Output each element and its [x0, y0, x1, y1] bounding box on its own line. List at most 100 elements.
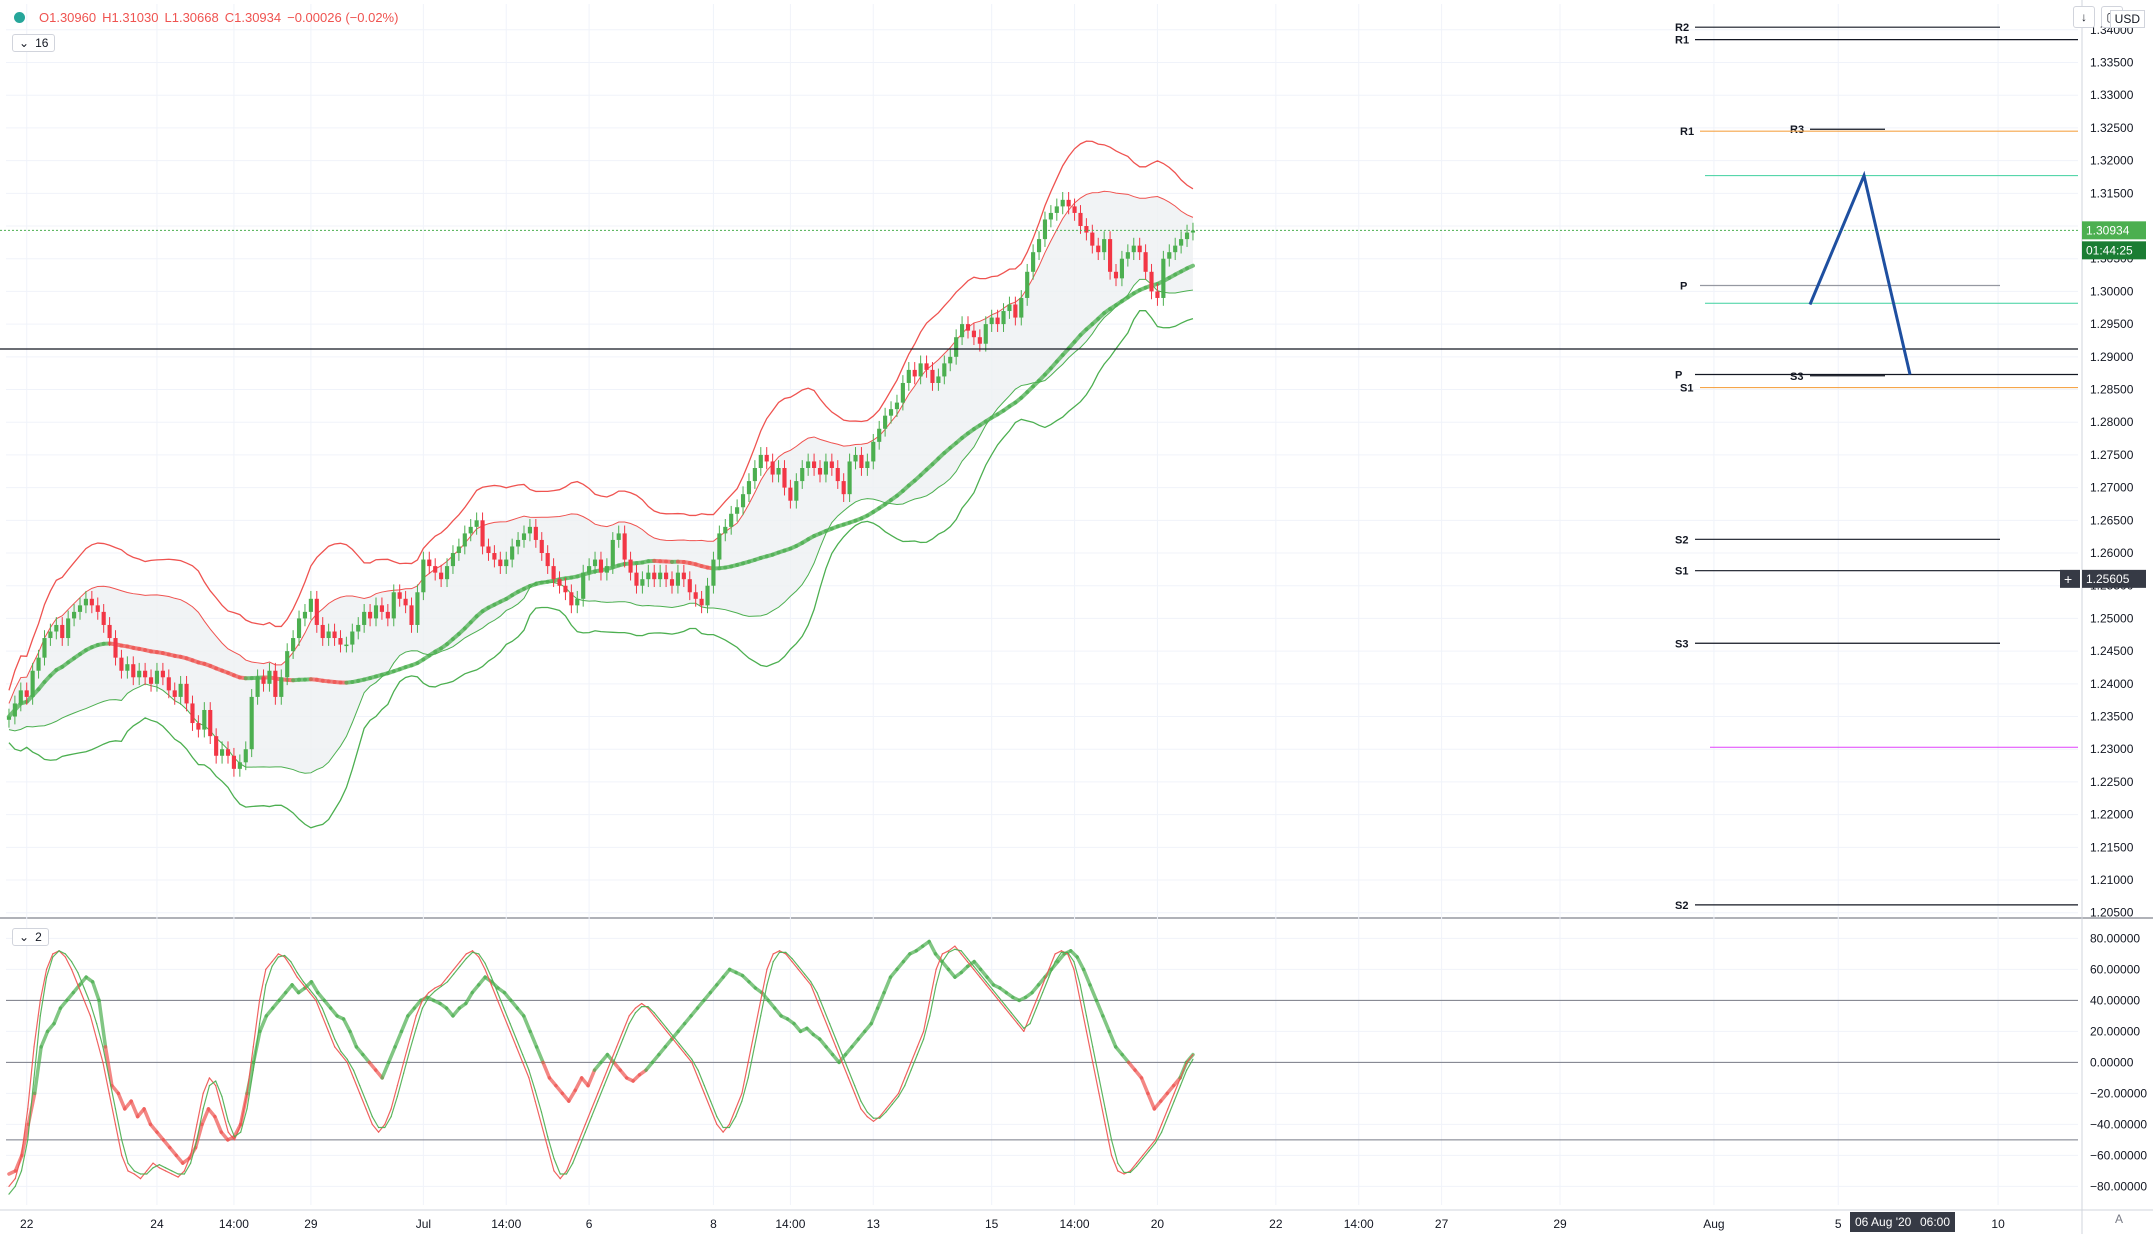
candle-body — [552, 566, 556, 579]
candle-body — [605, 566, 609, 573]
main-pane-indicator-count: 16 — [35, 36, 48, 50]
candle-body — [936, 376, 940, 383]
price-tick-label: 1.20500 — [2090, 906, 2134, 920]
candle-body — [72, 612, 76, 619]
candle-body — [60, 625, 64, 638]
candle-body — [386, 612, 390, 619]
candle-body — [1007, 304, 1011, 311]
candle-body — [948, 357, 952, 364]
candle-body — [332, 632, 336, 639]
candle-body — [202, 710, 206, 730]
candle-body — [924, 363, 928, 370]
chevron-down-icon: ⌄ — [19, 930, 29, 944]
candle-body — [208, 710, 212, 736]
price-tick-label: 1.24000 — [2090, 677, 2134, 691]
candle-body — [1049, 213, 1053, 220]
time-tick-label: 8 — [710, 1217, 717, 1231]
candle-body — [113, 638, 117, 658]
change-value: −0.00026 (−0.02%) — [287, 10, 398, 25]
candle-body — [1167, 252, 1171, 259]
price-tick-label: 1.31500 — [2090, 186, 2134, 200]
osc-tick-label: −60.00000 — [2090, 1148, 2147, 1162]
candle-body — [907, 370, 911, 383]
candle-body — [1084, 226, 1088, 233]
candle-body — [238, 762, 242, 769]
candle-body — [830, 461, 834, 468]
price-tick-label: 1.21500 — [2090, 840, 2134, 854]
time-tick-label: Aug — [1703, 1217, 1724, 1231]
time-tick-label: 24 — [150, 1217, 164, 1231]
ohlc-legend: O1.30960 H1.31030 L1.30668 C1.30934 −0.0… — [14, 10, 398, 25]
candle-body — [380, 605, 384, 612]
price-tick-label: 1.25000 — [2090, 611, 2134, 625]
candle-body — [338, 638, 342, 645]
candle-body — [623, 533, 627, 559]
time-tick-label: 14:00 — [1344, 1217, 1374, 1231]
candle-body — [125, 664, 129, 671]
candle-body — [19, 690, 23, 703]
pivot-level-label: S1 — [1680, 383, 1693, 395]
candle-body — [285, 651, 289, 677]
osc-tick-label: 80.00000 — [2090, 931, 2140, 945]
candle-body — [1108, 239, 1112, 272]
candle-body — [670, 579, 674, 586]
candle-body — [848, 461, 852, 494]
candle-body — [1173, 246, 1177, 253]
candle-body — [972, 331, 976, 338]
candle-body — [930, 370, 934, 383]
candle-body — [480, 520, 484, 546]
candle-body — [1132, 246, 1136, 253]
candle-body — [812, 461, 816, 468]
candle-body — [628, 560, 632, 573]
candle-body — [664, 573, 668, 580]
pivot-level-label: R1 — [1680, 126, 1694, 138]
candle-body — [954, 337, 958, 357]
candle-body — [682, 573, 686, 580]
osc-tick-label: −40.00000 — [2090, 1117, 2147, 1131]
candle-body — [368, 612, 372, 619]
crosshair-hour-label: 06:00 — [1920, 1215, 1950, 1229]
pivot-level-label: R2 — [1675, 22, 1689, 34]
candle-body — [137, 671, 141, 678]
candle-body — [404, 599, 408, 606]
time-tick-label: 14:00 — [491, 1217, 521, 1231]
close-value: C1.30934 — [225, 10, 281, 25]
candle-body — [315, 599, 319, 625]
candle-body — [557, 579, 561, 586]
candle-body — [66, 618, 70, 638]
candle-body — [729, 514, 733, 527]
candle-body — [611, 540, 615, 566]
currency-label[interactable]: USD — [2110, 10, 2145, 28]
candle-body — [279, 677, 283, 697]
candle-body — [794, 481, 798, 501]
candle-body — [913, 370, 917, 377]
auto-scale-button[interactable]: A — [2115, 1212, 2123, 1226]
last-price-label: 1.30934 — [2086, 223, 2130, 237]
candle-body — [1061, 200, 1065, 207]
scroll-down-arrow-icon[interactable]: ↓ — [2073, 6, 2095, 28]
candle-body — [782, 468, 786, 488]
price-tick-label: 1.27500 — [2090, 448, 2134, 462]
time-tick-label: 29 — [1553, 1217, 1567, 1231]
price-tick-label: 1.29500 — [2090, 317, 2134, 331]
time-tick-label: 5 — [1835, 1217, 1842, 1231]
crosshair-plus-glyph: + — [2064, 571, 2072, 587]
candle-body — [765, 455, 769, 462]
main-pane-collapse-button[interactable]: ⌄16 — [12, 34, 55, 52]
candle-body — [42, 638, 46, 658]
candle-body — [291, 638, 295, 651]
osc-pane-collapse-button[interactable]: ⌄2 — [12, 928, 49, 946]
candle-body — [859, 455, 863, 468]
candle-body — [1138, 246, 1142, 253]
candle-body — [1031, 252, 1035, 272]
candle-body — [723, 527, 727, 534]
candle-body — [960, 324, 964, 337]
candle-body — [747, 481, 751, 494]
time-tick-label: 22 — [20, 1217, 34, 1231]
candle-body — [350, 632, 354, 645]
candle-body — [179, 684, 183, 697]
price-tick-label: 1.26500 — [2090, 513, 2134, 527]
candle-body — [190, 703, 194, 723]
